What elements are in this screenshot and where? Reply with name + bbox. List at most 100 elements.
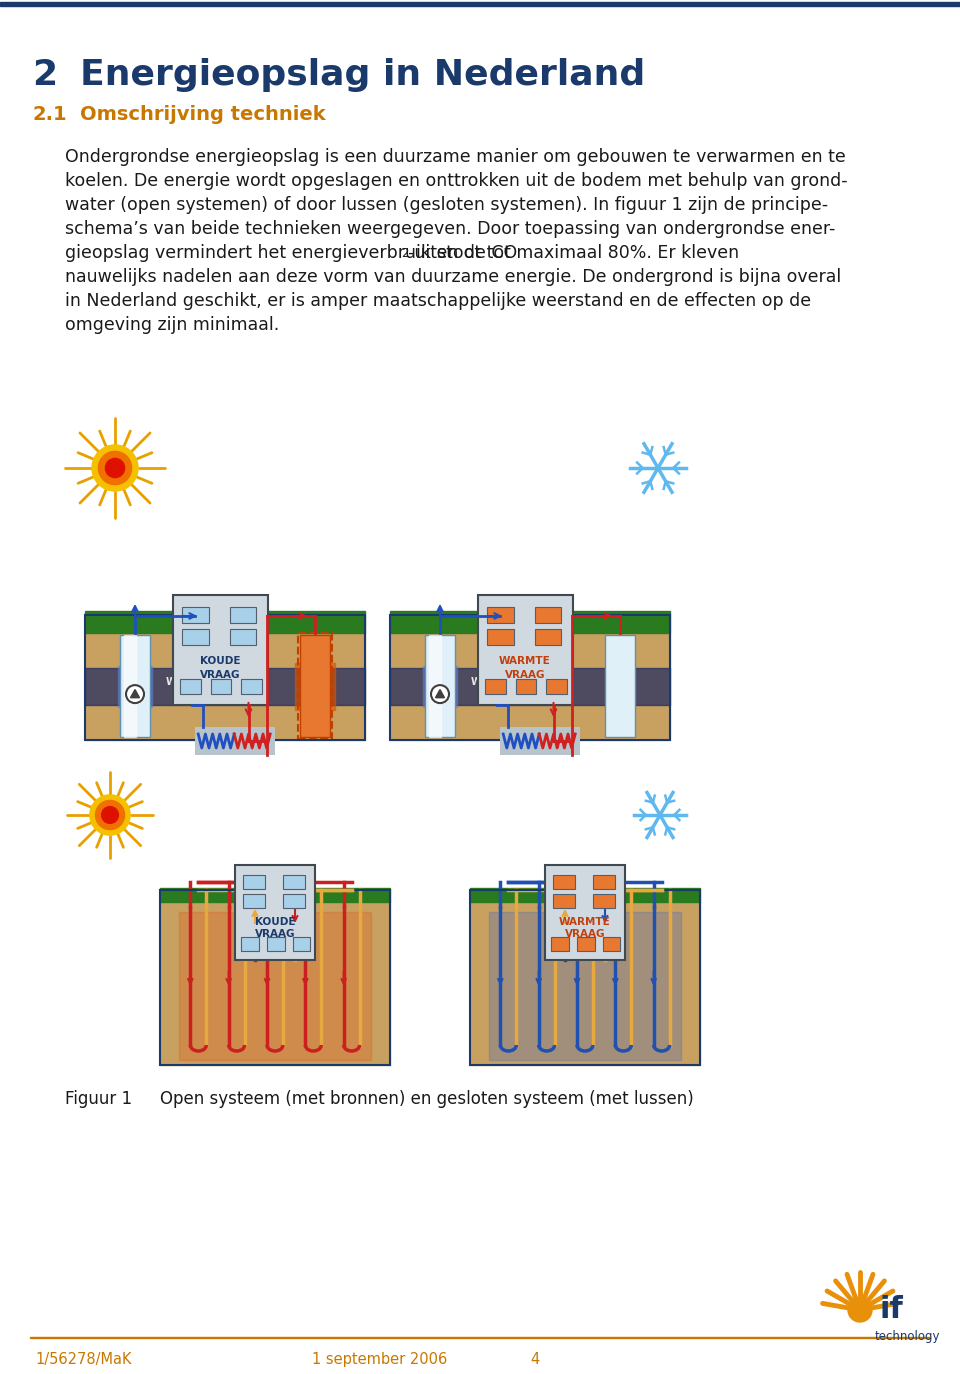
Text: water (open systemen) of door lussen (gesloten systemen). In figuur 1 zijn de pr: water (open systemen) of door lussen (ge… (65, 196, 828, 214)
Text: schema’s van beide technieken weergegeven. Door toepassing van ondergrondse ener: schema’s van beide technieken weergegeve… (65, 220, 835, 238)
Bar (553, 875, 575, 889)
Circle shape (102, 807, 118, 823)
Text: 2: 2 (32, 58, 58, 92)
Bar (487, 629, 514, 644)
Bar (235, 866, 315, 960)
Circle shape (106, 459, 125, 478)
Text: VRAAG: VRAAG (564, 929, 605, 940)
Text: Open systeem (met bronnen) en gesloten systeem (met lussen): Open systeem (met bronnen) en gesloten s… (160, 1090, 694, 1107)
Bar (293, 937, 310, 951)
Circle shape (848, 1298, 872, 1322)
Bar (229, 607, 256, 622)
Text: if: if (880, 1296, 903, 1325)
Text: Ondergrondse energieopslag is een duurzame manier om gebouwen te verwarmen en te: Ondergrondse energieopslag is een duurza… (65, 148, 846, 166)
Bar (390, 633, 670, 741)
Circle shape (90, 794, 131, 835)
Bar (425, 635, 455, 736)
Bar (470, 888, 700, 901)
Bar (182, 629, 208, 644)
Text: VRAAG: VRAAG (505, 671, 545, 680)
Bar (283, 875, 305, 889)
Bar (267, 937, 284, 951)
Bar (593, 875, 615, 889)
Text: omgeving zijn minimaal.: omgeving zijn minimaal. (65, 316, 279, 334)
Text: WATERVOEREND
PAKKET: WATERVOEREND PAKKET (166, 677, 256, 699)
Text: Figuur 1: Figuur 1 (65, 1090, 132, 1107)
Text: nauwelijks nadelen aan deze vorm van duurzame energie. De ondergrond is bijna ov: nauwelijks nadelen aan deze vorm van duu… (65, 268, 841, 286)
Bar (470, 890, 700, 1065)
Text: 1 september 2006: 1 september 2006 (312, 1352, 447, 1367)
Bar (173, 595, 268, 705)
Text: WARMTE: WARMTE (559, 916, 611, 927)
Bar (124, 635, 136, 736)
Text: Omschrijving techniek: Omschrijving techniek (80, 104, 325, 124)
Bar (423, 665, 457, 708)
Bar (390, 616, 670, 741)
Text: technology: technology (875, 1330, 941, 1342)
Bar (195, 727, 275, 754)
Bar (485, 679, 506, 694)
Bar (229, 629, 256, 644)
Bar (85, 668, 365, 705)
Text: WATERVOEREND
PAKKET: WATERVOEREND PAKKET (470, 677, 562, 699)
Bar (545, 866, 625, 960)
Bar (182, 607, 208, 622)
Circle shape (95, 801, 125, 830)
Text: 4: 4 (530, 1352, 540, 1367)
Bar (603, 937, 620, 951)
Bar (390, 668, 670, 705)
Text: WARMTE: WARMTE (499, 655, 551, 666)
Bar (118, 665, 152, 708)
Bar (300, 635, 330, 736)
Bar (85, 633, 365, 741)
Bar (477, 595, 572, 705)
Bar (283, 894, 305, 908)
Bar (390, 611, 670, 633)
Bar (241, 937, 259, 951)
Bar (298, 633, 332, 739)
Bar (551, 937, 569, 951)
Bar (535, 629, 561, 644)
Bar (210, 679, 231, 694)
Bar (160, 890, 390, 1065)
Polygon shape (436, 690, 444, 698)
Text: 2: 2 (400, 247, 408, 260)
Text: 1/56278/MaK: 1/56278/MaK (35, 1352, 132, 1367)
Bar (0, 1, 960, 5)
Bar (180, 912, 371, 1059)
Bar (500, 727, 580, 754)
Text: gieopslag vermindert het energieverbruik en de CO: gieopslag vermindert het energieverbruik… (65, 245, 517, 262)
Polygon shape (131, 690, 139, 698)
Bar (160, 888, 390, 901)
Bar (593, 894, 615, 908)
Bar (535, 607, 561, 622)
Bar (160, 901, 390, 1065)
Bar (553, 894, 575, 908)
Text: -uitstoot tot maximaal 80%. Er kleven: -uitstoot tot maximaal 80%. Er kleven (408, 245, 739, 262)
Bar (487, 607, 514, 622)
Text: Energieopslag in Nederland: Energieopslag in Nederland (80, 58, 645, 92)
Circle shape (92, 445, 138, 491)
Bar (85, 616, 365, 741)
Text: KOUDE: KOUDE (200, 655, 240, 666)
Text: KOUDE: KOUDE (254, 916, 296, 927)
Bar (490, 912, 681, 1059)
Text: VRAAG: VRAAG (200, 671, 240, 680)
Bar (241, 679, 262, 694)
Bar (516, 679, 537, 694)
Bar (120, 635, 150, 736)
Bar (577, 937, 594, 951)
Circle shape (431, 686, 449, 703)
Text: in Nederland geschikt, er is amper maatschappelijke weerstand en de effecten op : in Nederland geschikt, er is amper maats… (65, 293, 811, 311)
Bar (605, 635, 635, 736)
Bar (546, 679, 566, 694)
Circle shape (126, 686, 144, 703)
Bar (243, 894, 265, 908)
Bar (470, 901, 700, 1065)
Circle shape (98, 452, 132, 485)
Bar (295, 662, 335, 710)
Bar (180, 679, 201, 694)
Text: 2.1: 2.1 (32, 104, 66, 124)
Text: VRAAG: VRAAG (254, 929, 296, 940)
Bar (243, 875, 265, 889)
